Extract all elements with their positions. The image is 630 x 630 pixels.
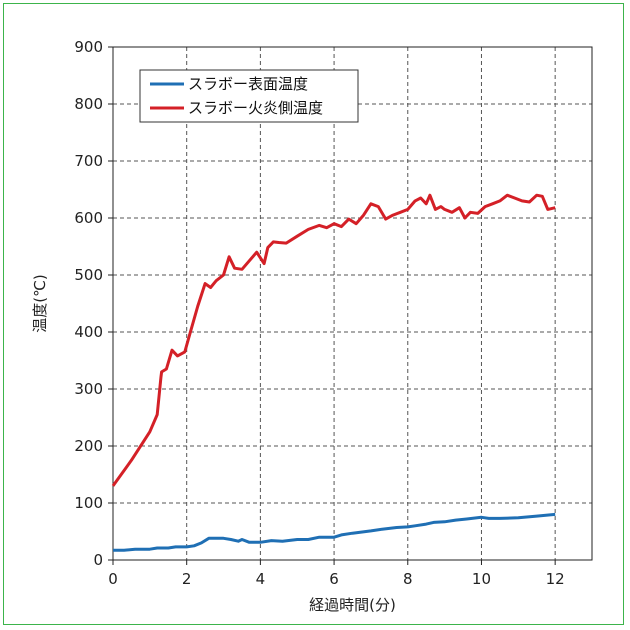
plot-area-border (112, 46, 593, 561)
y-axis-title: 温度(℃) (31, 274, 49, 333)
x-tick-label: 0 (108, 570, 118, 588)
x-tick-label: 2 (182, 570, 192, 588)
x-tick-label: 4 (256, 570, 266, 588)
y-tick-label: 900 (74, 38, 103, 56)
grid-layer (113, 47, 592, 560)
legend: スラボー表面温度 スラボー火炎側温度 (139, 69, 359, 123)
y-tick-label: 300 (74, 380, 103, 398)
x-tick-label: 10 (472, 570, 491, 588)
y-tick-label: 0 (93, 551, 103, 569)
x-tick-label: 12 (546, 570, 565, 588)
tick-label-layer: 0 100 200 300 400 500 600 700 800 900 0 2 4 6 8 10 12 (74, 38, 564, 588)
x-axis-title: 経過時間(分) (309, 596, 396, 614)
y-tick-label: 600 (74, 209, 103, 227)
legend-label-flame-side: スラボー火炎側温度 (188, 99, 323, 117)
y-tick-label: 500 (74, 266, 103, 284)
y-tick-label: 800 (74, 95, 103, 113)
x-tick-label: 8 (403, 570, 413, 588)
y-tick-label: 700 (74, 152, 103, 170)
x-tick-label: 6 (329, 570, 339, 588)
series-layer (111, 193, 556, 552)
y-tick-label: 400 (74, 323, 103, 341)
legend-box (139, 69, 359, 123)
y-tick-label: 200 (74, 437, 103, 455)
legend-label-surface: スラボー表面温度 (188, 75, 308, 93)
series-line-surface-temperature (113, 512, 556, 552)
y-tick-label: 100 (74, 494, 103, 512)
series-line-flame-side-temperature (111, 193, 556, 487)
